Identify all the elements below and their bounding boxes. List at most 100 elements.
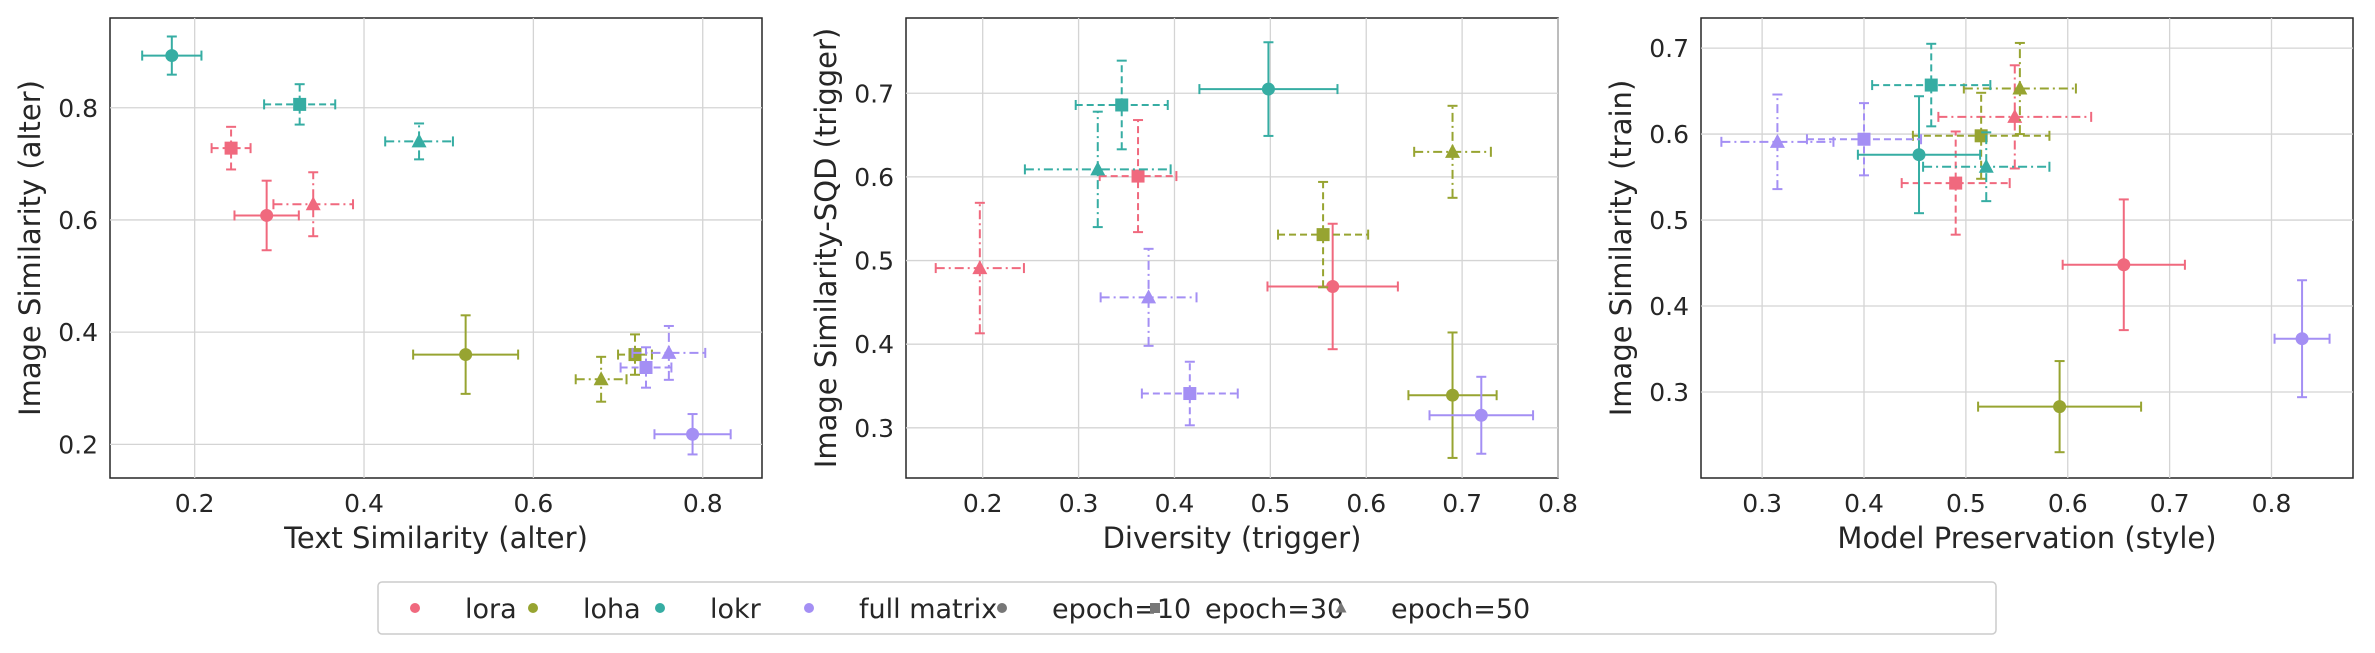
x-tick-label: 0.4 [1155,489,1195,518]
data-point-full-matrix-epoch-10 [653,413,732,456]
square-marker [1949,176,1963,190]
square-marker [1131,169,1145,183]
y-tick-label: 0.3 [854,414,894,443]
x-tick-label: 0.8 [2252,489,2292,518]
triangle-marker [305,196,321,211]
data-point-lokr-epoch-10 [1198,41,1339,137]
y-axis-label: Image Similarity-SQD (trigger) [809,28,843,468]
triangle-marker [661,344,677,359]
square-marker [1924,78,1938,92]
subplot-diversity-vs-image-similarity-sqd: 0.2 0.3 0.4 0.5 0.6 0.7 0.8 0.3 0.4 0.5 0.6 0.7 Div… [809,17,1578,555]
square-marker [1316,228,1330,242]
x-tick-label: 0.3 [1742,489,1782,518]
triangle-marker [1141,289,1157,304]
data-point-lokr-epoch-30 [1074,59,1169,151]
triangle-marker [2012,80,2028,95]
y-axis-label: Image Similarity (alter) [13,80,47,416]
data-points [141,35,732,456]
data-point-loha-epoch-30 [1277,180,1370,289]
legend-item-lokr: lokr [655,594,762,625]
data-points [1720,41,2331,454]
data-point-lora-epoch-50 [272,171,355,238]
plot-area-frame [109,17,763,479]
data-point-lokr-epoch-30 [263,83,337,126]
circle-marker [459,348,473,362]
circle-marker [2053,400,2067,414]
circle-marker [165,49,179,63]
data-point-loha-epoch-30 [1911,91,2051,180]
legend-frame [377,581,1997,635]
legend-swatch [804,603,814,613]
x-tick-label: 0.6 [2048,489,2088,518]
x-tick-label: 0.6 [513,489,553,518]
data-point-lora-epoch-10 [233,179,300,252]
subplot-model-preservation-vs-image-similarity: 0.3 0.4 0.5 0.6 0.7 0.8 0.3 0.4 0.5 0.6 0.7 Model … [1604,17,2354,555]
square-marker [628,348,642,362]
grid-lines [906,18,1559,478]
data-point-loha-epoch-50 [574,355,628,403]
triangle-marker [411,133,427,148]
tick-labels: 0.2 0.4 0.6 0.8 0.2 0.4 0.6 0.8 [58,94,722,518]
legend-swatch [410,603,420,613]
circle-marker [1912,148,1926,162]
triangle-marker [1090,161,1106,176]
data-point-lora-epoch-10 [1266,222,1399,351]
legend-label: loha [583,594,641,625]
legend-items: lora loha lokr full matrix epoch=10 epoch=30 e… [410,594,1530,625]
data-point-lora-epoch-30 [1098,119,1178,234]
data-points [934,41,1535,459]
x-tick-label: 0.4 [1844,489,1884,518]
y-tick-label: 0.4 [1649,292,1689,321]
plot-area-frame [905,17,1559,479]
x-tick-label: 0.5 [1946,489,1986,518]
x-tick-label: 0.6 [1346,489,1386,518]
triangle-marker [1978,158,1994,173]
data-point-lora-epoch-30 [210,125,252,171]
x-tick-label: 0.5 [1250,489,1290,518]
data-point-lokr-epoch-50 [1023,110,1172,229]
data-point-full-matrix-epoch-30 [1140,360,1239,427]
x-tick-label: 0.8 [1538,489,1578,518]
x-tick-label: 0.7 [2150,489,2190,518]
legend-swatch [528,603,538,613]
data-point-loha-epoch-10 [1977,360,2143,454]
data-point-lokr-epoch-50 [384,122,454,161]
data-point-full-matrix-epoch-30 [1805,102,1923,177]
y-tick-label: 0.7 [1649,34,1689,63]
plot-area-frame [1700,17,2354,479]
legend-item-epoch-30: epoch=30 [1150,594,1344,625]
subplot-text-vs-image-similarity: 0.2 0.4 0.6 0.8 0.2 0.4 0.6 0.8 Text Similarity… [13,17,763,555]
data-point-lokr-epoch-10 [1856,95,1982,215]
legend-item-lora: lora [410,594,517,625]
x-tick-label: 0.7 [1442,489,1482,518]
x-tick-label: 0.2 [175,489,215,518]
data-point-lora-epoch-10 [2061,198,2186,332]
circle-marker [260,208,274,222]
circle-marker [2295,332,2309,346]
legend-label: lora [465,594,517,625]
legend-marker [1335,602,1347,613]
legend: lora loha lokr full matrix epoch=10 epoch=30 e… [377,581,1997,635]
circle-marker [686,427,700,441]
data-point-full-matrix-epoch-10 [2273,279,2331,399]
tick-labels: 0.3 0.4 0.5 0.6 0.7 0.8 0.3 0.4 0.5 0.6 0.7 [1649,34,2291,518]
legend-item-epoch-10: epoch=10 [997,594,1191,625]
y-tick-label: 0.6 [58,206,98,235]
circle-marker [1446,388,1460,402]
square-marker [293,97,307,111]
data-point-lora-epoch-50 [1937,64,2093,170]
y-tick-label: 0.7 [854,79,894,108]
y-tick-label: 0.3 [1649,378,1689,407]
data-point-loha-epoch-50 [1413,104,1492,199]
square-marker [224,141,238,155]
grid-lines [110,18,762,478]
triangle-marker [1769,133,1785,148]
triangle-marker [1445,143,1461,158]
data-point-lokr-epoch-30 [1871,42,1992,128]
legend-label: epoch=50 [1391,594,1530,625]
legend-label: epoch=30 [1205,594,1344,625]
y-tick-label: 0.5 [1649,206,1689,235]
legend-label: epoch=10 [1052,594,1191,625]
data-point-full-matrix-epoch-30 [619,346,673,389]
